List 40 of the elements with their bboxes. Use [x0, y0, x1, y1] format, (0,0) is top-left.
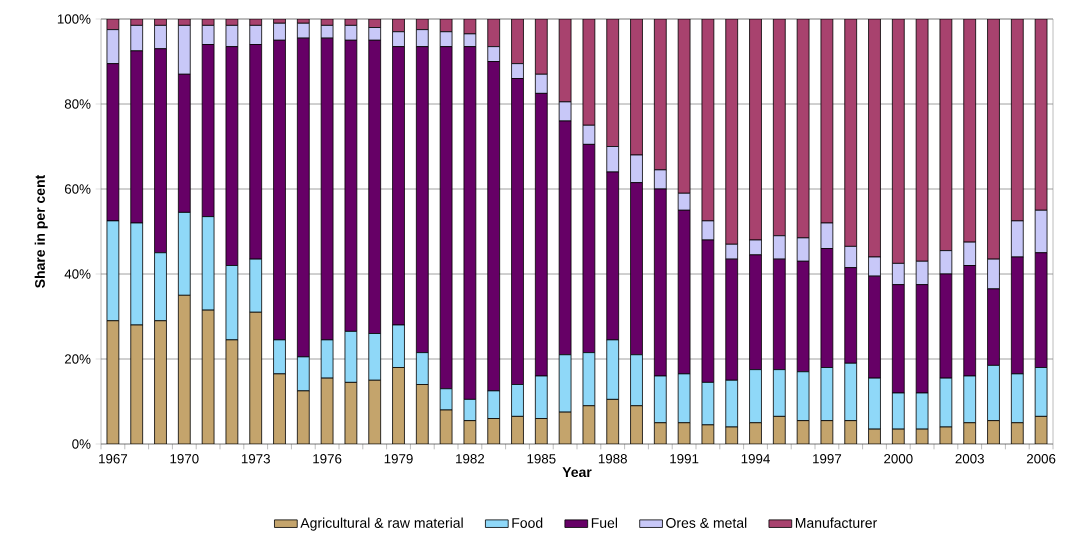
y-tick-label: 60%: [64, 184, 91, 194]
y-tick-label: 20%: [64, 354, 91, 364]
bar: [606, 19, 620, 147]
x-tick-label: 1982: [456, 454, 485, 464]
x-tick-label: 1967: [99, 454, 128, 464]
bar: [868, 19, 881, 258]
bar: [963, 19, 977, 243]
x-tick-label: 1979: [384, 454, 413, 464]
x-tick-label: 1997: [813, 454, 842, 464]
bar: [1010, 19, 1024, 222]
bar: [534, 19, 548, 75]
x-tick-label: 2003: [955, 454, 984, 464]
bar: [653, 19, 667, 171]
x-tick-label: 2000: [884, 454, 913, 464]
legend-label: Food: [512, 517, 543, 528]
bar: [844, 19, 858, 247]
bar: [772, 19, 786, 237]
legend-label: Agricultural & raw material: [300, 517, 463, 531]
bar: [891, 19, 905, 264]
x-axis-title: Year: [562, 467, 592, 478]
bar: [630, 19, 643, 156]
legend-label: Fuel: [591, 517, 618, 528]
x-tick-label: 1970: [170, 454, 199, 464]
x-tick-label: 1976: [313, 454, 342, 464]
y-axis-title: Share in per cent: [34, 174, 48, 288]
x-tick-label: 1973: [241, 454, 270, 464]
bar: [987, 19, 1000, 260]
bar: [749, 19, 762, 241]
x-tick-label: 1988: [598, 454, 627, 464]
legend-label: Manufacturer: [795, 517, 878, 528]
bar: [725, 19, 739, 245]
y-tick-label: 80%: [64, 99, 91, 109]
y-tick-label: 0%: [72, 439, 91, 449]
x-tick-label: 1991: [670, 454, 699, 464]
y-tick-label: 40%: [64, 269, 91, 279]
x-tick-label: 2006: [1026, 454, 1056, 464]
legend-label: Ores & metal: [666, 517, 747, 528]
x-tick-label: 1994: [741, 454, 770, 464]
x-tick-label: 1985: [527, 454, 556, 464]
y-tick-label: 100%: [57, 14, 91, 24]
